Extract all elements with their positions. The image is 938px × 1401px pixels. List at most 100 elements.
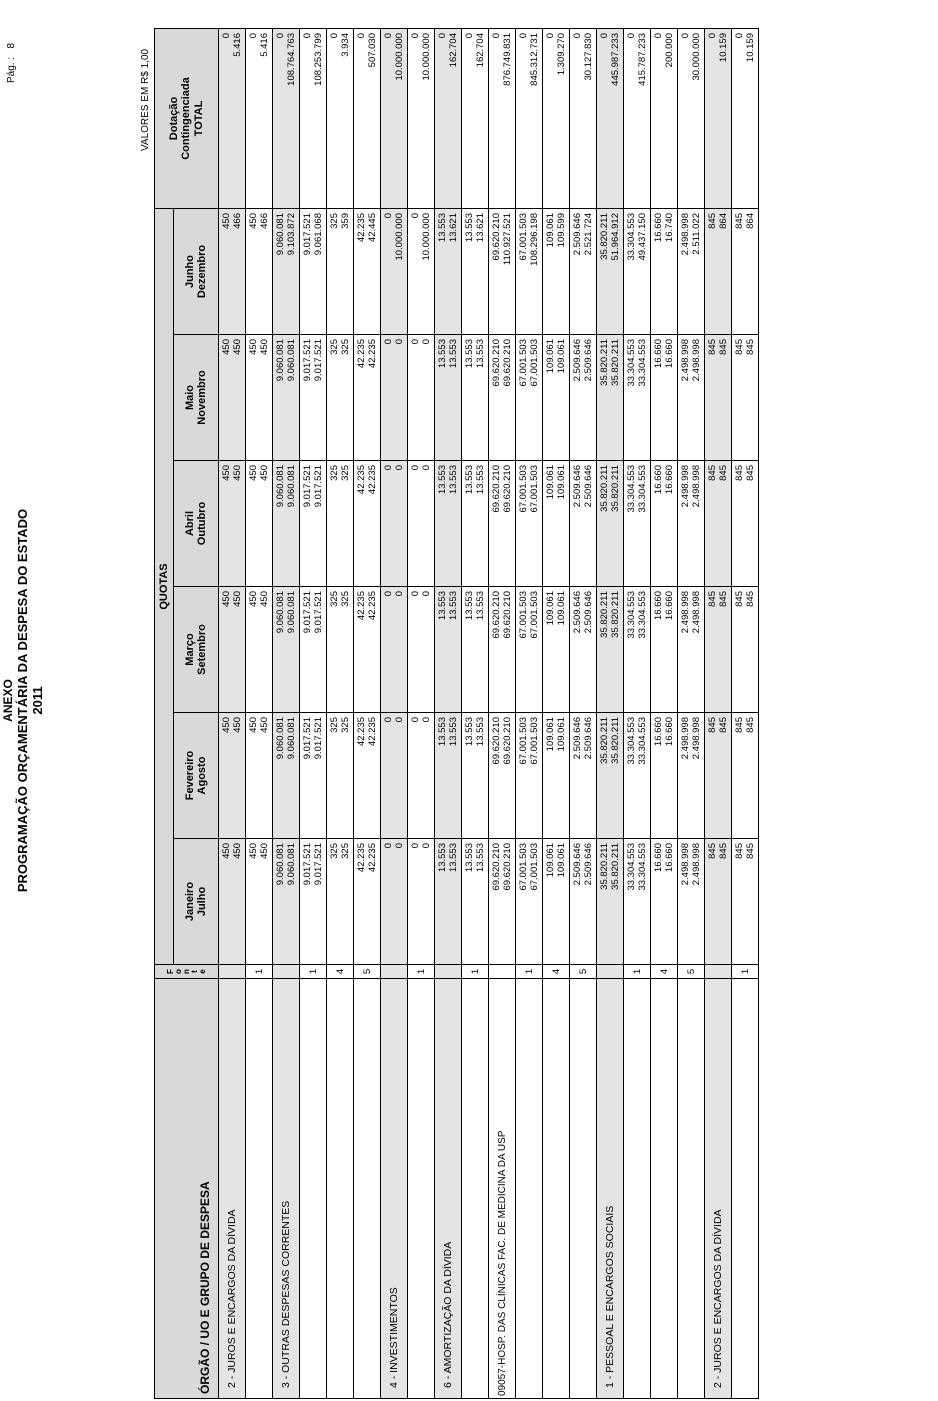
- quota-first-value: 42.235: [356, 717, 367, 747]
- quota-cell: 450 450: [218, 586, 246, 713]
- quota-first-value: 42.235: [356, 843, 367, 873]
- quota-second-value: 13.621: [448, 213, 459, 243]
- total-cell: 0 30.127.830: [569, 28, 597, 209]
- quota-second-value: 13.553: [448, 843, 459, 873]
- quota-second-value: 0: [394, 717, 405, 723]
- quota-second-value: 450: [232, 591, 243, 607]
- contingenciada-value: 0: [464, 33, 475, 39]
- fonte-cell: [488, 964, 516, 979]
- quota-cell: 845 845: [731, 334, 759, 461]
- quota-first-value: 33.304.553: [626, 717, 637, 765]
- quota-first-value: 42.235: [356, 465, 367, 495]
- quota-first-value: 845: [734, 591, 745, 607]
- quota-first-value: 845: [707, 591, 718, 607]
- quota-second-value: 42.235: [367, 465, 378, 495]
- fonte-row: 4 109.061 109.061 109.061 109.061 109.061 109.…: [542, 28, 570, 1399]
- quota-cell: 9.017.521 9.017.521: [299, 460, 327, 587]
- fonte-cell: [380, 964, 408, 979]
- quota-cell: 69.620.210 69.620.210: [488, 334, 516, 461]
- fonte-row: 1 845 845 845 845 845 845 845 845 845 845 845 864 0 10…: [731, 28, 759, 1399]
- quota-second-value: 325: [340, 591, 351, 607]
- total-cell: 0 415.787.233: [623, 28, 651, 209]
- quota-first-value: 325: [329, 843, 340, 859]
- quota-first-value: 35.820.211: [599, 465, 610, 512]
- quota-cell: 16.660 16.660: [650, 460, 678, 587]
- quota-cell: 42.235 42.235: [353, 460, 381, 587]
- row-label: [353, 978, 381, 1399]
- quota-cell: 845 845: [731, 460, 759, 587]
- page-number: 8: [6, 42, 17, 49]
- quota-second-value: 845: [718, 591, 729, 607]
- quota-first-value: 2.498.998: [680, 717, 691, 760]
- quota-first-value: 16.660: [653, 591, 664, 621]
- quota-cell: 13.553 13.553: [434, 838, 462, 965]
- quota-second-value: 845: [718, 339, 729, 355]
- quota-cell: 67.001.503 108.296.198: [515, 208, 543, 335]
- quota-cell: 67.001.503 67.001.503: [515, 334, 543, 461]
- expense-group-row: 2 - JUROS E ENCARGOS DA DÍVIDA 845 845 845 8…: [704, 28, 732, 1399]
- quota-first-value: 9.017.521: [302, 465, 313, 508]
- quota-cell: 450 450: [218, 712, 246, 839]
- quota-second-value: 109.061: [556, 339, 567, 374]
- quota-cell: 9.017.521 9.017.521: [299, 712, 327, 839]
- quota-cell: 2.498.998 2.498.998: [677, 460, 705, 587]
- total-cell: 0 10.159: [704, 28, 732, 209]
- quota-second-value: 16.740: [664, 213, 675, 243]
- quota-cell: 69.620.210 69.620.210: [488, 712, 516, 839]
- quota-second-value: 69.620.210: [502, 465, 513, 513]
- quota-second-value: 450: [232, 465, 243, 481]
- quota-second-value: 466: [232, 213, 243, 229]
- quota-second-value: 42.235: [367, 717, 378, 747]
- quota-second-value: 13.553: [448, 591, 459, 621]
- fonte-cell: 4: [326, 964, 354, 979]
- quota-first-value: 67.001.503: [518, 465, 529, 513]
- quota-cell: 33.304.553 33.304.553: [623, 334, 651, 461]
- quota-second-value: 9.060.081: [286, 339, 297, 382]
- total-cell: 0 108.764.763: [272, 28, 300, 209]
- total-cell: 0 162.704: [434, 28, 462, 209]
- quota-second-value: 67.001.503: [529, 591, 540, 639]
- quota-cell: 33.304.553 33.304.553: [623, 838, 651, 965]
- quota-first-value: 0: [383, 213, 394, 219]
- total-cell: 0 10.000.000: [380, 28, 408, 209]
- quota-cell: 69.620.210 69.620.210: [488, 460, 516, 587]
- quota-first-value: 0: [383, 843, 394, 849]
- quota-second-value: 13.553: [475, 591, 486, 621]
- quota-second-value: 16.660: [664, 339, 675, 369]
- quota-cell: 109.061 109.061: [542, 460, 570, 587]
- row-label: 09057-HOSP. DAS CLÍNICAS FAC. DE MEDICIN…: [488, 978, 516, 1399]
- quota-second-value: 2.498.998: [691, 591, 702, 634]
- quota-second-value: 69.620.210: [502, 717, 513, 765]
- quota-cell: 9.017.521 9.061.068: [299, 208, 327, 335]
- units-note: VALORES EM R$ 1,00: [140, 48, 151, 151]
- quota-second-value: 2.509.646: [583, 717, 594, 760]
- quota-second-value: 0: [421, 843, 432, 849]
- quota-first-value: 450: [248, 339, 259, 355]
- quota-first-value: 2.509.646: [572, 717, 583, 760]
- row-label: [326, 978, 354, 1399]
- quota-cell: 845 845: [704, 334, 732, 461]
- quota-first-value: 16.660: [653, 339, 664, 369]
- quota-cell: 42.235 42.235: [353, 712, 381, 839]
- quota-second-value: 16.660: [664, 465, 675, 495]
- quota-second-value: 9.060.081: [286, 717, 297, 760]
- quota-cell: 450 450: [245, 334, 273, 461]
- quota-cell: 42.235 42.235: [353, 586, 381, 713]
- quota-first-value: 845: [734, 339, 745, 355]
- fonte-row: 1 9.017.521 9.017.521 9.017.521 9.017.521 9.0…: [299, 28, 327, 1399]
- quota-first-value: 67.001.503: [518, 843, 529, 891]
- quota-first-value: 325: [329, 591, 340, 607]
- quota-first-value: 845: [734, 843, 745, 859]
- quota-cell: 845 845: [731, 712, 759, 839]
- quota-first-value: 42.235: [356, 591, 367, 621]
- quota-cell: 845 845: [704, 838, 732, 965]
- quota-cell: 845 864: [731, 208, 759, 335]
- quota-cell: 13.553 13.553: [434, 334, 462, 461]
- quota-second-value: 33.304.553: [637, 591, 648, 639]
- quota-first-value: 69.620.210: [491, 339, 502, 387]
- quota-first-value: 2.509.646: [572, 465, 583, 508]
- quota-cell: 2.498.998 2.511.022: [677, 208, 705, 335]
